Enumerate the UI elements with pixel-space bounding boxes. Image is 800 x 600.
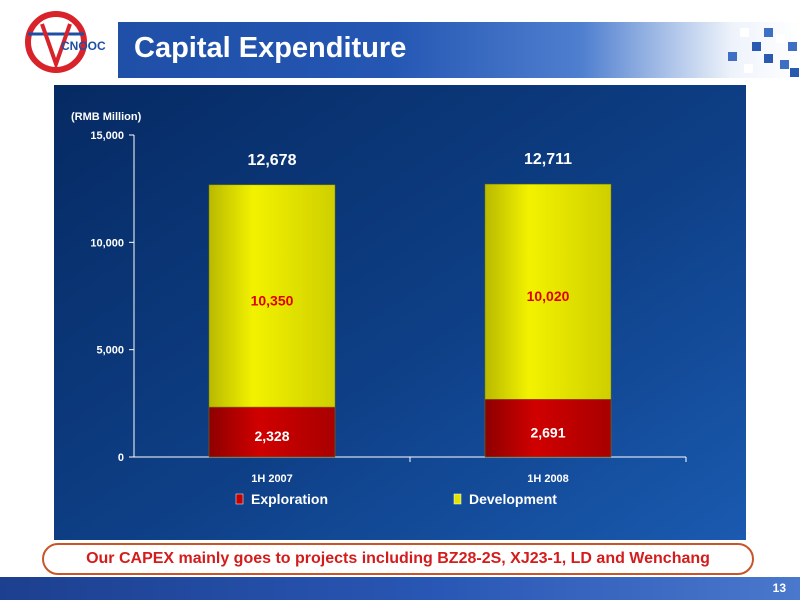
- bars: [208, 183, 612, 458]
- y-tick-label: 15,000: [90, 130, 124, 142]
- footnote: Our CAPEX mainly goes to projects includ…: [42, 543, 754, 575]
- chart-background: [54, 85, 746, 540]
- total-value-label: 12,711: [524, 151, 572, 168]
- decorative-squares: [728, 28, 799, 77]
- data-labels: 2,328 10,350 12,678 1H 2007 2,691 10,020 12,71…: [248, 151, 573, 485]
- page-number: 13: [772, 581, 786, 595]
- legend-label-development: Development: [469, 491, 557, 507]
- development-value-label: 10,020: [527, 288, 570, 304]
- x-category-label: 1H 2008: [527, 473, 569, 485]
- title-bar: Capital Expenditure: [118, 22, 800, 78]
- y-tick-label: 5,000: [96, 345, 124, 357]
- legend-swatch-development: [453, 493, 462, 505]
- total-value-label: 12,678: [248, 152, 297, 169]
- x-category-label: 1H 2007: [251, 473, 293, 485]
- development-bar: [208, 184, 336, 408]
- y-tick-label: 0: [118, 452, 124, 464]
- capex-chart: (RMB Million) 0 5,000 10,000 15,000 2,328 10…: [54, 85, 746, 540]
- y-tick-label: 10,000: [90, 237, 124, 249]
- logo-text: CNOOC: [61, 39, 106, 53]
- unit-label: (RMB Million): [71, 111, 142, 123]
- bottom-bar: 13: [0, 577, 800, 600]
- exploration-bar: [484, 398, 612, 458]
- legend-label-exploration: Exploration: [251, 491, 328, 507]
- page-title: Capital Expenditure: [134, 32, 407, 64]
- development-bar: [484, 183, 612, 400]
- cnooc-logo: CNOOC: [25, 11, 106, 73]
- exploration-value-label: 2,328: [254, 428, 289, 444]
- legend-swatch-exploration: [235, 493, 244, 505]
- development-value-label: 10,350: [251, 292, 294, 308]
- exploration-value-label: 2,691: [530, 425, 565, 441]
- legend: Exploration Development: [235, 491, 557, 507]
